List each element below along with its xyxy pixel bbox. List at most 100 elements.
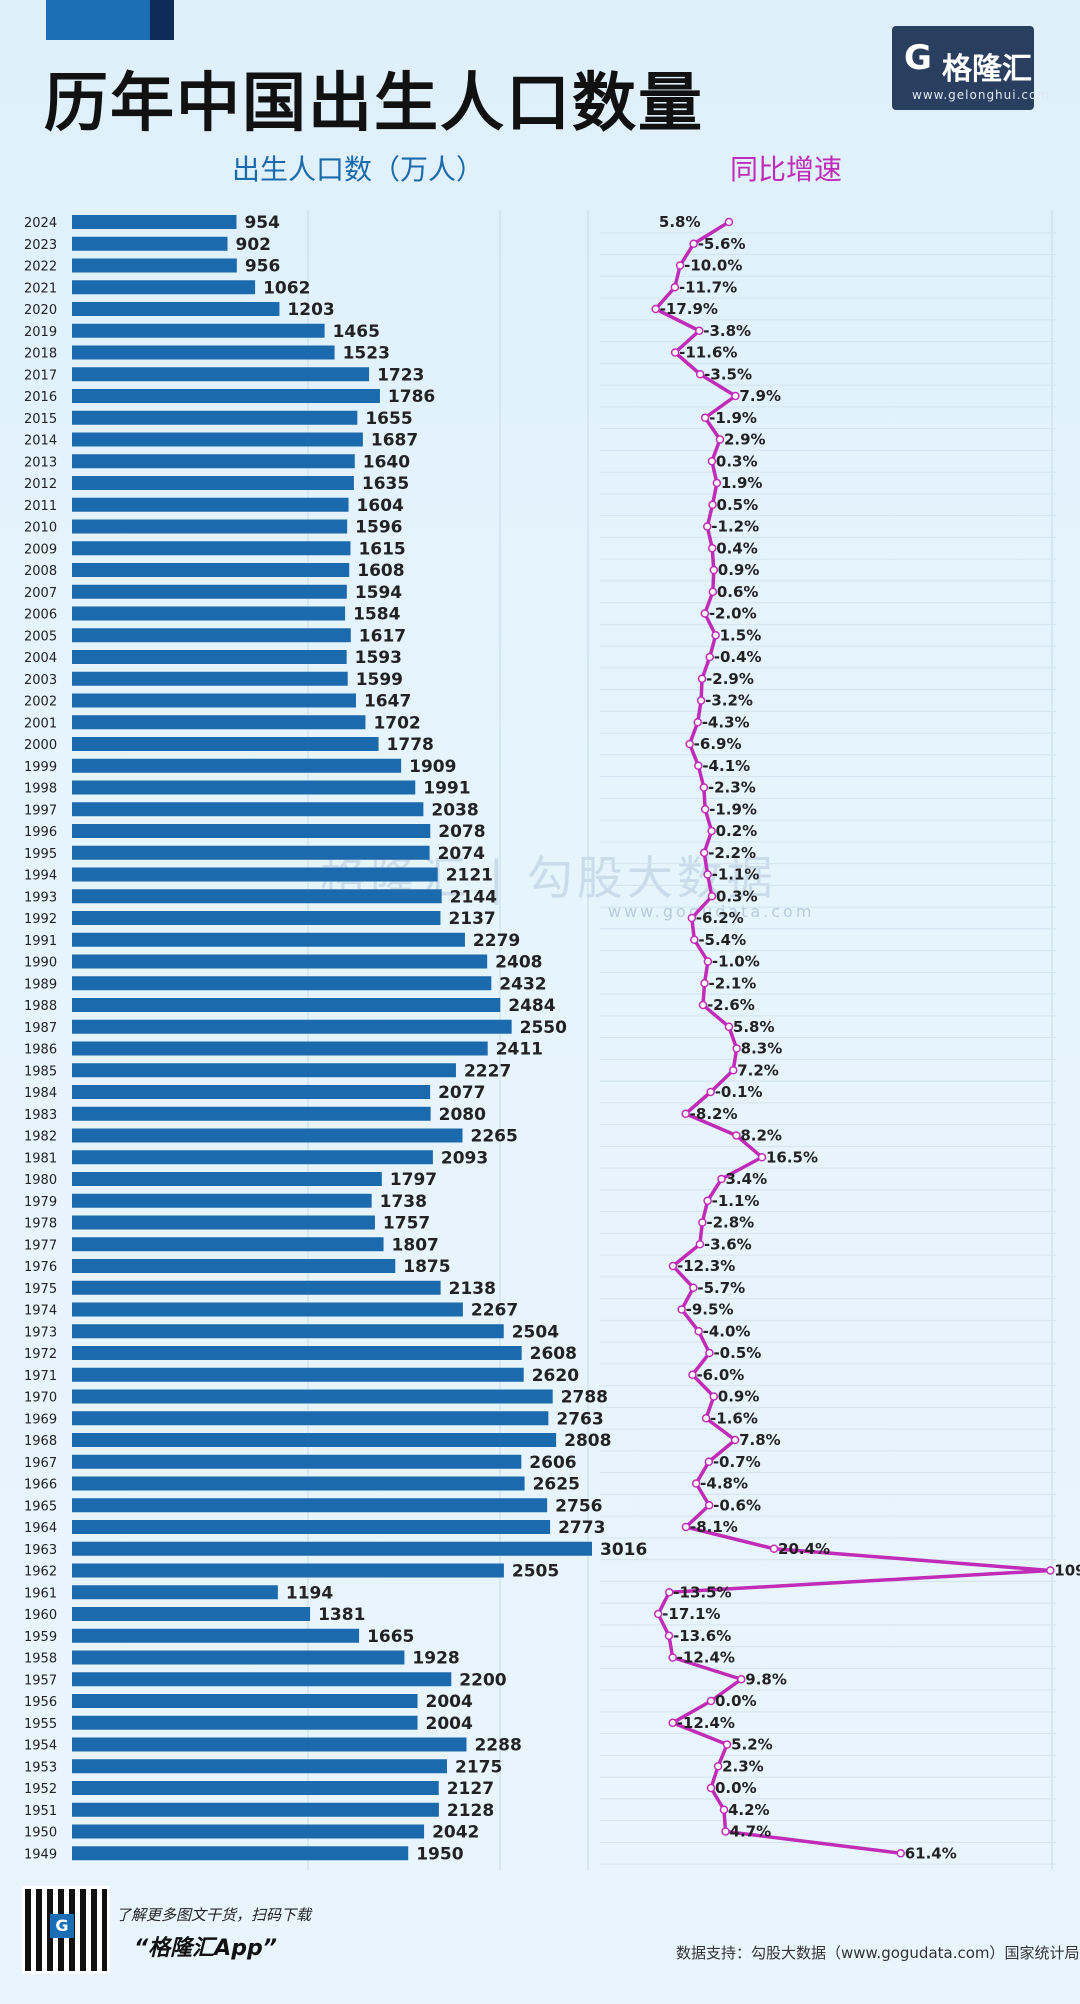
year-label: 1986 bbox=[24, 1043, 57, 1058]
growth-value-label: -17.1% bbox=[662, 1605, 720, 1623]
growth-value-label: -0.7% bbox=[713, 1453, 761, 1471]
year-label: 1974 bbox=[24, 1304, 57, 1319]
year-label: 1988 bbox=[24, 999, 57, 1014]
growth-value-label: -17.9% bbox=[660, 300, 718, 318]
growth-point bbox=[707, 457, 717, 466]
year-label: 1950 bbox=[24, 1826, 57, 1841]
growth-point bbox=[653, 1609, 663, 1619]
top-accent-bar-dark bbox=[150, 0, 174, 40]
growth-point bbox=[665, 1588, 674, 1597]
growth-value-label: 0.0% bbox=[715, 1779, 757, 1797]
birth-value-label: 1950 bbox=[416, 1844, 463, 1864]
growth-point bbox=[700, 805, 710, 814]
birth-value-label: 2078 bbox=[438, 822, 485, 842]
birth-value-label: 1702 bbox=[373, 713, 420, 733]
birth-bar bbox=[72, 1476, 525, 1491]
footer-source: 数据支持：勾股大数据（www.gogudata.com）国家统计局 bbox=[676, 1944, 1080, 1962]
growth-point bbox=[703, 957, 713, 966]
birth-value-label: 2074 bbox=[438, 844, 485, 864]
growth-point bbox=[719, 1805, 729, 1814]
birth-bar bbox=[72, 824, 431, 838]
growth-point bbox=[695, 1240, 705, 1249]
growth-point bbox=[700, 609, 710, 618]
growth-value-label: -4.1% bbox=[702, 757, 750, 775]
growth-point bbox=[706, 1087, 715, 1097]
birth-bar bbox=[72, 932, 465, 947]
growth-point bbox=[694, 1327, 703, 1336]
growth-value-label: 0.0% bbox=[715, 1692, 757, 1710]
birth-bar bbox=[72, 693, 356, 708]
birth-bar bbox=[72, 1781, 439, 1795]
growth-value-label: -1.6% bbox=[710, 1409, 758, 1427]
birth-value-label: 2484 bbox=[508, 996, 555, 1016]
birth-value-label: 2127 bbox=[447, 1779, 494, 1799]
birth-bar bbox=[72, 976, 492, 991]
birth-bar bbox=[72, 476, 354, 490]
growth-point bbox=[699, 848, 709, 857]
birth-bar bbox=[72, 1454, 522, 1469]
year-label: 1956 bbox=[24, 1695, 57, 1710]
growth-point bbox=[703, 522, 712, 531]
growth-point bbox=[769, 1544, 779, 1553]
birth-bar bbox=[72, 1824, 425, 1839]
birth-value-label: 1615 bbox=[358, 539, 405, 559]
year-label: 1987 bbox=[24, 1021, 57, 1036]
growth-value-label: -4.0% bbox=[703, 1322, 751, 1340]
growth-value-label: -13.6% bbox=[673, 1627, 731, 1645]
year-label: 2013 bbox=[24, 455, 57, 470]
birth-value-label: 2121 bbox=[446, 866, 493, 886]
growth-value-label: -2.8% bbox=[706, 1214, 754, 1232]
year-label: 1967 bbox=[24, 1456, 57, 1471]
growth-value-label: 1.9% bbox=[721, 474, 763, 492]
birth-value-label: 1723 bbox=[377, 365, 424, 385]
birth-bar bbox=[72, 258, 237, 273]
birth-value-label: 2808 bbox=[564, 1431, 611, 1451]
growth-value-label: -2.3% bbox=[708, 779, 756, 797]
birth-bar bbox=[72, 1715, 418, 1730]
year-label: 1963 bbox=[24, 1543, 57, 1558]
growth-point bbox=[699, 783, 709, 792]
growth-point bbox=[709, 1392, 719, 1401]
year-label: 1985 bbox=[24, 1064, 57, 1079]
birth-bar bbox=[72, 715, 366, 730]
birth-bar bbox=[72, 584, 347, 599]
birth-value-label: 1738 bbox=[380, 1192, 427, 1212]
birth-value-label: 1593 bbox=[355, 648, 402, 668]
growth-point bbox=[697, 674, 707, 683]
growth-point bbox=[695, 370, 705, 379]
growth-value-label: -6.0% bbox=[696, 1366, 744, 1384]
year-label: 2020 bbox=[24, 303, 57, 318]
year-label: 1957 bbox=[24, 1673, 57, 1688]
birth-bar bbox=[72, 998, 501, 1012]
growth-value-label: -12.3% bbox=[677, 1257, 735, 1275]
growth-value-label: 0.9% bbox=[718, 1388, 760, 1406]
birth-value-label: 1062 bbox=[263, 278, 310, 298]
growth-point bbox=[707, 892, 717, 901]
birth-bar bbox=[72, 628, 351, 643]
birth-value-label: 3016 bbox=[600, 1540, 647, 1560]
growth-point bbox=[722, 1740, 732, 1749]
growth-value-label: 0.4% bbox=[716, 539, 758, 557]
growth-point bbox=[689, 1283, 698, 1292]
birth-bar bbox=[72, 954, 488, 969]
growth-line bbox=[653, 220, 1053, 1855]
birth-bar bbox=[72, 889, 442, 904]
year-label: 1954 bbox=[24, 1739, 57, 1754]
birth-value-label: 1604 bbox=[357, 496, 404, 516]
growth-point bbox=[695, 326, 704, 335]
birth-bar bbox=[72, 606, 346, 621]
birth-bar bbox=[72, 345, 335, 360]
growth-value-label: -11.6% bbox=[679, 344, 737, 362]
birth-value-label: 2608 bbox=[530, 1344, 577, 1364]
logo-g-icon: G bbox=[904, 38, 932, 78]
birth-value-label: 1596 bbox=[355, 518, 402, 538]
birth-bar bbox=[72, 1520, 551, 1534]
birth-bar bbox=[72, 1193, 372, 1208]
year-label: 1971 bbox=[24, 1369, 57, 1384]
growth-value-label: 0.3% bbox=[716, 452, 758, 470]
growth-value-label: -1.1% bbox=[712, 1192, 760, 1210]
birth-bar bbox=[72, 1607, 311, 1621]
growth-value-label: 1.5% bbox=[720, 626, 762, 644]
growth-value-label: -4.8% bbox=[700, 1475, 748, 1493]
birth-value-label: 2620 bbox=[532, 1366, 579, 1386]
